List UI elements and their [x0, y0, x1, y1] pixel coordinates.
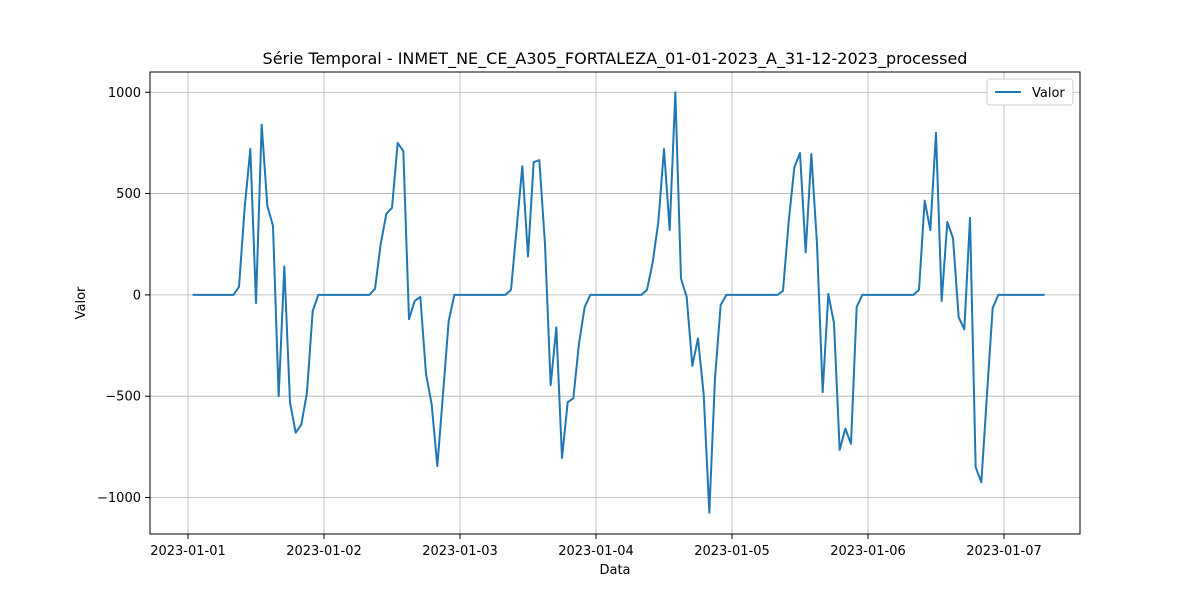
legend-label: Valor	[1032, 86, 1065, 101]
x-tick-label: 2023-01-03	[422, 544, 498, 559]
x-tick-label: 2023-01-02	[286, 544, 362, 559]
x-tick-label: 2023-01-06	[830, 544, 906, 559]
x-tick-label: 2023-01-07	[966, 544, 1042, 559]
chart-title: Série Temporal - INMET_NE_CE_A305_FORTAL…	[263, 49, 968, 69]
series-layer	[192, 91, 1045, 514]
legend: Valor	[986, 78, 1074, 106]
x-axis: 2023-01-01 2023-01-02 2023-01-03 2023-01-04…	[150, 534, 1042, 559]
x-tick-label: 2023-01-05	[694, 544, 770, 559]
y-axis: −1000 −500 0 500 1000	[97, 86, 150, 506]
x-axis-title: Data	[599, 563, 630, 578]
legend-box	[986, 78, 1074, 106]
y-tick-label: 0	[133, 288, 141, 303]
x-tick-label: 2023-01-01	[150, 544, 226, 559]
y-tick-label: −1000	[97, 491, 141, 506]
y-tick-label: −500	[105, 390, 141, 405]
series-line-valor	[192, 91, 1045, 514]
x-tick-label: 2023-01-04	[558, 544, 634, 559]
plot-frame	[149, 71, 1081, 535]
y-tick-label: 1000	[108, 86, 141, 101]
y-axis-title: Valor	[74, 286, 89, 319]
y-tick-label: 500	[116, 187, 141, 202]
